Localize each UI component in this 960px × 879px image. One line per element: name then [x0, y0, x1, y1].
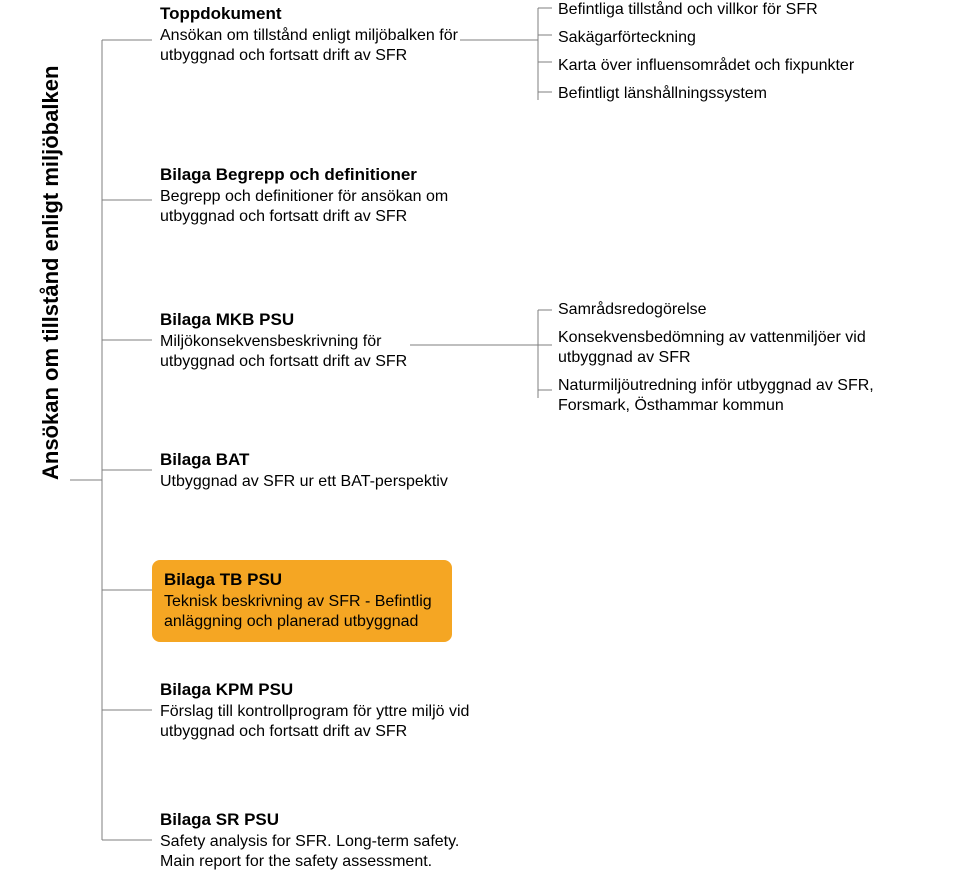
- node-title: Bilaga TB PSU: [164, 570, 440, 590]
- node-body: Begrepp och definitioner för ansökan om …: [160, 187, 460, 227]
- list-item: Konsekvensbedömning av vattenmiljöer vid…: [558, 328, 938, 368]
- node-title: Bilaga KPM PSU: [160, 680, 470, 700]
- node-begrepp: Bilaga Begrepp och definitioner Begrepp …: [160, 165, 460, 227]
- connector-lines: [0, 0, 960, 879]
- right-mid-list: Samrådsredogörelse Konsekvensbedömning a…: [558, 300, 938, 424]
- node-title: Bilaga MKB PSU: [160, 310, 410, 330]
- node-title: Bilaga BAT: [160, 450, 470, 470]
- node-mkb: Bilaga MKB PSU Miljökonsekvensbeskrivnin…: [160, 310, 410, 372]
- right-top-list: Befintliga tillstånd och villkor för SFR…: [558, 0, 928, 112]
- node-body: Ansökan om tillstånd enligt miljöbalken …: [160, 26, 460, 66]
- node-sr: Bilaga SR PSU Safety analysis for SFR. L…: [160, 810, 470, 872]
- node-body: Utbyggnad av SFR ur ett BAT-perspektiv: [160, 472, 470, 492]
- node-toppdokument: Toppdokument Ansökan om tillstånd enligt…: [160, 4, 460, 66]
- node-body: Förslag till kontrollprogram för yttre m…: [160, 702, 470, 742]
- vertical-title: Ansökan om tillstånd enligt miljöbalken: [38, 66, 64, 480]
- node-title: Bilaga SR PSU: [160, 810, 470, 830]
- list-item: Befintliga tillstånd och villkor för SFR: [558, 0, 928, 20]
- node-bat: Bilaga BAT Utbyggnad av SFR ur ett BAT-p…: [160, 450, 470, 492]
- node-kpm: Bilaga KPM PSU Förslag till kontrollprog…: [160, 680, 470, 742]
- node-tb-highlighted: Bilaga TB PSU Teknisk beskrivning av SFR…: [152, 560, 452, 642]
- node-body: Teknisk beskrivning av SFR - Befintlig a…: [164, 592, 440, 632]
- list-item: Befintligt länshållningssystem: [558, 84, 928, 104]
- node-body: Safety analysis for SFR. Long-term safet…: [160, 832, 470, 872]
- list-item: Sakägarförteckning: [558, 28, 928, 48]
- node-title: Toppdokument: [160, 4, 460, 24]
- node-body: Miljökonsekvensbeskrivning för utbyggnad…: [160, 332, 410, 372]
- list-item: Karta över influensområdet och fixpunkte…: [558, 56, 928, 76]
- list-item: Naturmiljöutredning inför utbyggnad av S…: [558, 376, 938, 416]
- node-title: Bilaga Begrepp och definitioner: [160, 165, 460, 185]
- list-item: Samrådsredogörelse: [558, 300, 938, 320]
